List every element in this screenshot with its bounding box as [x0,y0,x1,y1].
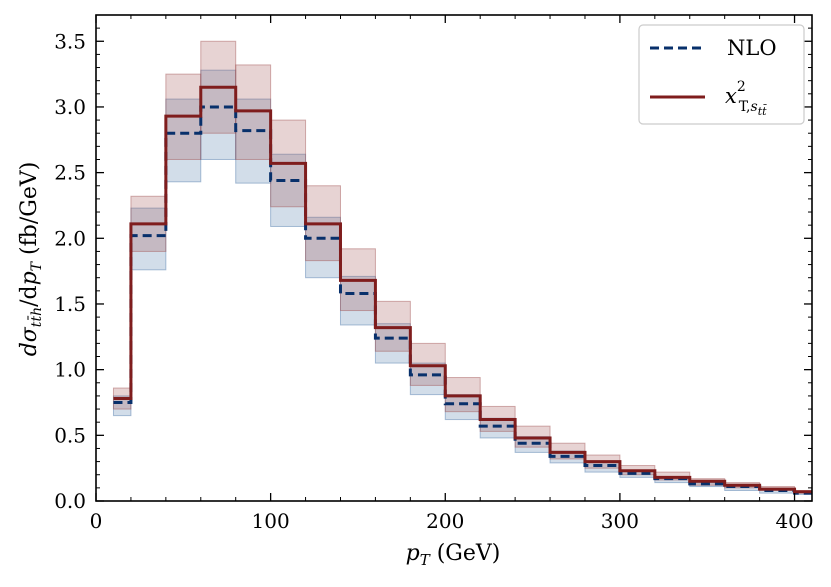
x-tick-label: 0 [90,509,103,533]
band-nlo-bin [270,153,307,227]
band-nlo-bin [165,98,202,183]
x-axis-label: pT (GeV) [406,541,501,569]
legend: NLO x2 T,stt̄ [638,24,805,125]
x-tick-label: 300 [601,509,639,533]
x-tick-label: 400 [775,509,813,533]
band-nlo-bin [112,395,132,417]
band-nlo-bin [130,207,167,271]
series-lines [113,85,812,495]
band-nlo-bin [235,98,272,184]
y-axis-label: dσtt̄h/dpT (fb/GeV) [17,162,45,357]
band-nlo-bin [409,362,446,396]
y-tick-label: 0.5 [54,423,86,447]
y-tick-label: 2.5 [54,161,86,185]
y-tick-label: 1.0 [54,358,86,382]
ticks: 0 100 200 300 400 0.0 0.5 1.0 1.5 2.0 2.5 3.0 3.5 [54,15,814,533]
y-tick-label: 1.5 [54,292,86,316]
y-tick-label: 3.0 [54,95,86,119]
band-nlo-bin [305,216,341,279]
band-nlo-bin [374,323,411,364]
x-tick-label: 100 [252,509,290,533]
legend-box [638,24,805,125]
y-tick-label: 2.0 [54,226,86,250]
band-nlo-bin [200,69,237,160]
x-tick-label: 200 [426,509,464,533]
series-line-xt2 [113,85,812,494]
plot-frame [95,14,813,502]
series-line-nlo [113,105,812,495]
y-tick-label: 3.5 [54,29,86,53]
axes [95,14,813,502]
legend-label-xt2: x2 T,stt̄ [725,79,767,118]
y-tick-label: 0.0 [54,489,86,513]
legend-label-nlo: NLO [727,36,777,60]
